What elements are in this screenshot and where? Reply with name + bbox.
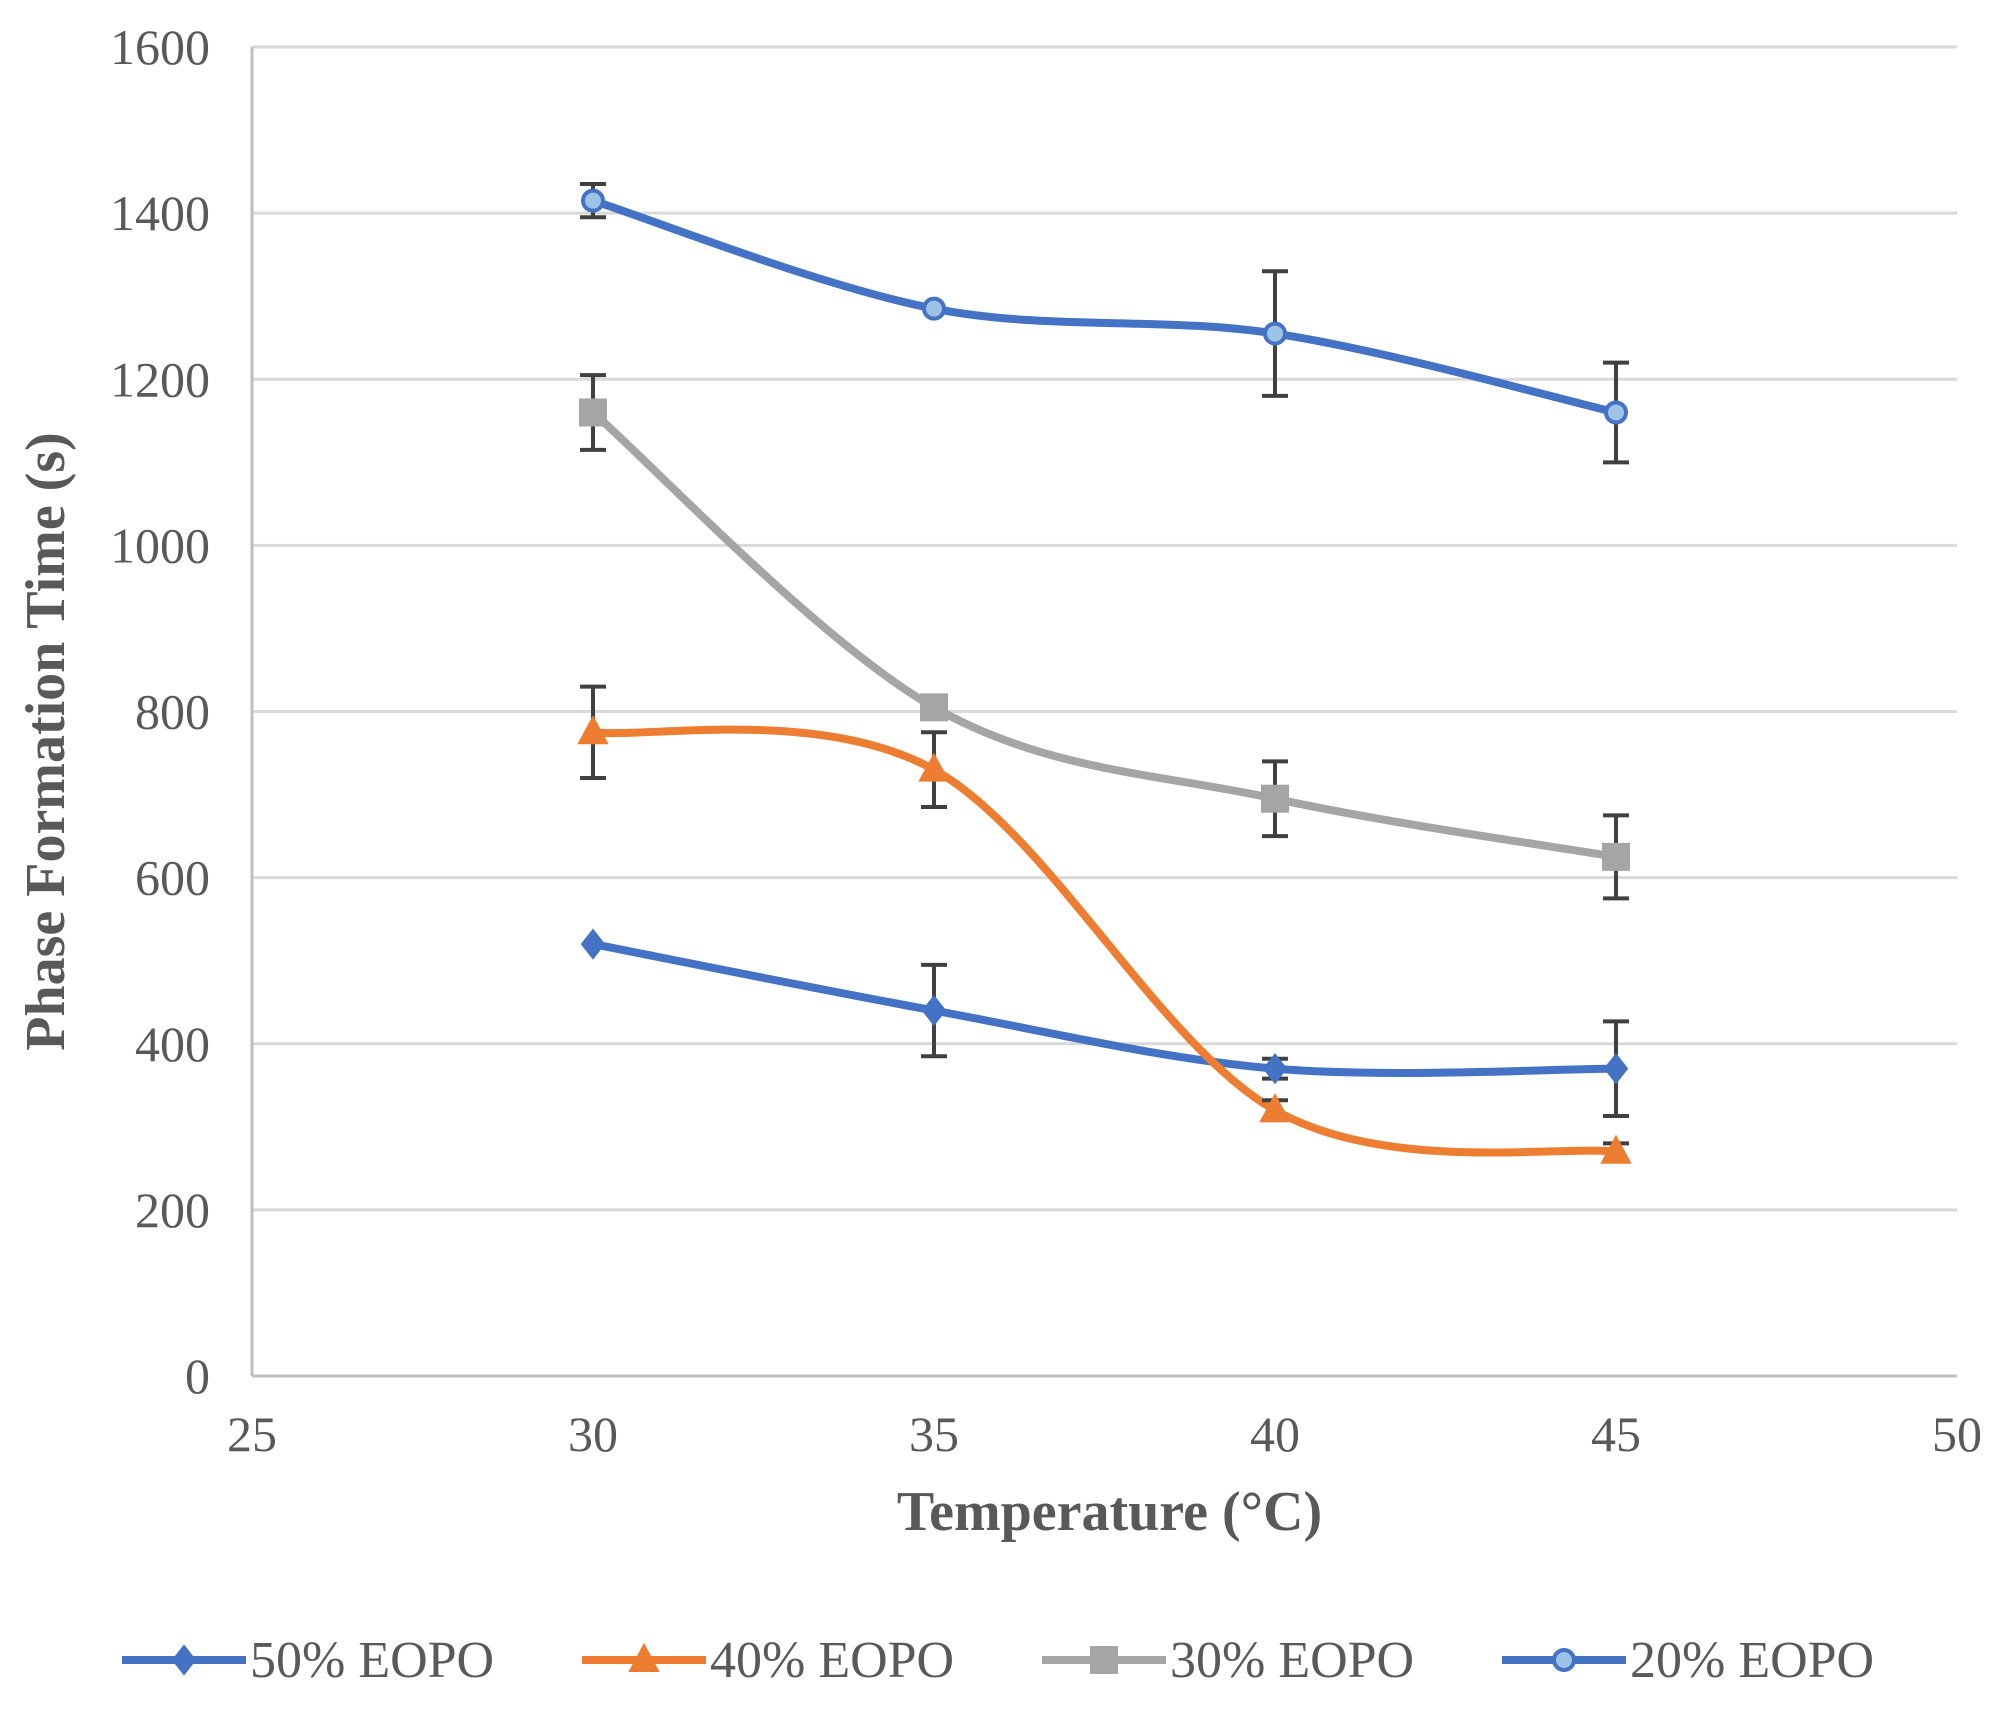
y-tick-label-800: 800 (135, 684, 210, 740)
legend-marker-50-eopo (171, 1644, 197, 1676)
legend-marker-20-eopo (1552, 1648, 1576, 1672)
y-tick-label-400: 400 (135, 1016, 210, 1072)
data-point-20-eopo-30 (581, 188, 605, 213)
series-line-40-eopo (589, 725, 1620, 1157)
legend-swatch-50-eopo (122, 1644, 246, 1676)
y-tick-label-1600: 1600 (110, 19, 210, 75)
y-tick-label-1200: 1200 (110, 351, 210, 407)
legend-swatch-40-eopo (582, 1642, 706, 1672)
legend-item-20-eopo: 20% EOPO (1498, 1618, 1874, 1702)
data-point-40-eopo-45 (1600, 1134, 1632, 1164)
x-tick-label-30: 30 (568, 1406, 618, 1462)
x-tick-label-45: 45 (1591, 1406, 1641, 1462)
data-point-30-eopo-30 (579, 398, 607, 427)
legend-label-40-eopo: 40% EOPO (710, 1631, 955, 1689)
series-line-50-eopo (589, 940, 1620, 1077)
legend-label-50-eopo: 50% EOPO (250, 1631, 495, 1689)
legend-item-30-eopo: 30% EOPO (1038, 1618, 1414, 1702)
y-axis-title: Phase Formation Time (s) (15, 432, 77, 1051)
series-line-30-eopo (589, 408, 1620, 861)
data-point-20-eopo-35 (922, 296, 946, 321)
data-point-20-eopo-40 (1263, 321, 1287, 346)
data-point-50-eopo-30 (580, 928, 606, 960)
x-tick-label-40: 40 (1250, 1406, 1300, 1462)
legend-item-40-eopo: 40% EOPO (578, 1618, 954, 1702)
data-point-40-eopo-40 (1259, 1093, 1291, 1123)
x-tick-label-35: 35 (909, 1406, 959, 1462)
y-tick-label-1400: 1400 (110, 185, 210, 241)
data-point-50-eopo-45 (1603, 1053, 1629, 1085)
y-tick-label-600: 600 (135, 850, 210, 906)
data-point-50-eopo-35 (921, 994, 947, 1027)
legend: 50% EOPO 40% EOPO 30% EOPO 20% EOPO (0, 1618, 1998, 1702)
y-tick-label-0: 0 (185, 1348, 210, 1404)
data-point-40-eopo-30 (577, 715, 609, 745)
data-point-40-eopo-35 (918, 752, 950, 782)
data-point-20-eopo-45 (1604, 400, 1628, 425)
legend-marker-30-eopo (1090, 1646, 1118, 1674)
x-axis-title: Temperature (°C) (897, 1481, 1322, 1543)
legend-item-50-eopo: 50% EOPO (118, 1618, 494, 1702)
data-point-30-eopo-35 (920, 693, 948, 722)
legend-swatch-30-eopo (1042, 1646, 1166, 1674)
data-point-30-eopo-40 (1261, 784, 1289, 813)
data-point-50-eopo-40 (1262, 1053, 1288, 1085)
legend-marker-40-eopo (628, 1642, 660, 1672)
y-tick-label-1000: 1000 (110, 517, 210, 573)
x-tick-label-50: 50 (1932, 1406, 1982, 1462)
x-tick-label-25: 25 (227, 1406, 277, 1462)
data-point-30-eopo-45 (1602, 842, 1630, 871)
series-line-20-eopo (589, 196, 1620, 417)
y-tick-label-200: 200 (135, 1182, 210, 1238)
legend-swatch-20-eopo (1502, 1648, 1626, 1672)
legend-label-20-eopo: 20% EOPO (1630, 1631, 1875, 1689)
legend-label-30-eopo: 30% EOPO (1170, 1631, 1415, 1689)
